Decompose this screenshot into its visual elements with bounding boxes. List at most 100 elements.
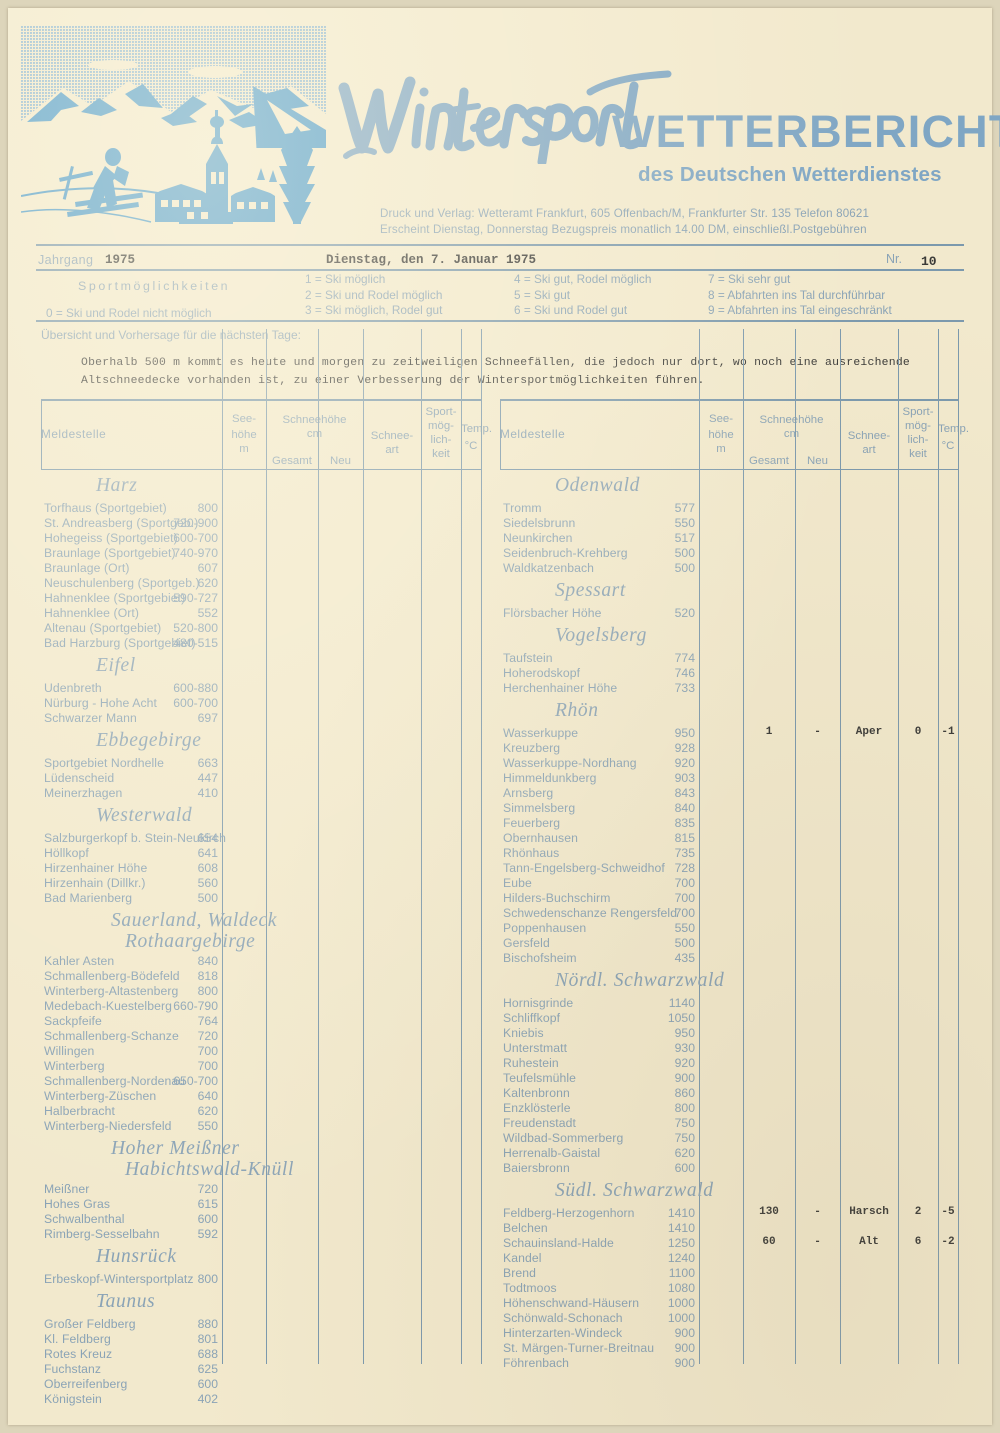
region-heading: Sauerland, Waldeck Rothaargebirge	[111, 910, 278, 952]
station-name: Hilders-Buchschirm	[503, 891, 611, 905]
table-row: Schönwald-Schonach 1000	[500, 1311, 958, 1326]
station-name: Rotes Kreuz	[44, 1347, 113, 1361]
station-name: Hahnenklee (Sportgebiet)	[44, 591, 186, 605]
station-altitude: 728	[674, 861, 695, 875]
table-row: Altenau (Sportgebiet) 520-800	[41, 621, 481, 636]
table-row: Großer Feldberg 880	[41, 1317, 481, 1332]
table-row: Siedelsbrunn 550	[500, 516, 958, 531]
station-name: Torfhaus (Sportgebiet)	[44, 501, 167, 515]
table-row: Hoherodskopf 746	[500, 666, 958, 681]
table-row: Belchen 1410	[500, 1221, 958, 1236]
station-name: Wildbad-Sommerberg	[503, 1131, 624, 1145]
column-header-gesamt: Gesamt	[749, 455, 789, 467]
station-name: Belchen	[503, 1221, 548, 1235]
station-altitude: 552	[197, 606, 218, 620]
station-name: Enzklösterle	[503, 1101, 571, 1115]
table-row: Halberbracht 620	[41, 1104, 481, 1119]
station-name: Meißner	[44, 1182, 90, 1196]
station-altitude: 1080	[667, 1281, 695, 1295]
station-name: Kandel	[503, 1251, 542, 1265]
station-name: Schönwald-Schonach	[503, 1311, 623, 1325]
station-name: Rimberg-Sesselbahn	[44, 1227, 160, 1241]
table-row: Wildbad-Sommerberg 750	[500, 1131, 958, 1146]
imprint-line-1: Druck und Verlag: Wetteramt Frankfurt, 6…	[380, 207, 870, 220]
region-heading: Spessart	[555, 580, 626, 601]
forecast-text: Oberhalb 500 m kommt es heute und morgen…	[81, 357, 911, 387]
table-row: Feldberg-Herzogenhorn 1410 130 - Harsch 2 -5	[500, 1206, 958, 1221]
region-heading: Odenwald	[555, 475, 640, 496]
station-altitude: 600-700	[173, 696, 218, 710]
table-row: Neuschulenberg (Sportgeb.) 620	[41, 576, 481, 591]
temperature: -1	[941, 726, 955, 738]
station-altitude: 800	[197, 984, 218, 998]
document-sheet: WETTERBERICHT des Deutschen Wetterdienst…	[8, 8, 1000, 1425]
station-altitude: 550	[674, 516, 695, 530]
jahrgang-label: Jahrgang	[38, 253, 94, 267]
station-name: Kreuzberg	[503, 741, 561, 755]
station-altitude: 900	[674, 1341, 695, 1355]
table-row: Schliffkopf 1050	[500, 1011, 958, 1026]
station-name: Bischofsheim	[503, 951, 577, 965]
station-altitude: 843	[674, 786, 695, 800]
table-row: Eube 700	[500, 876, 958, 891]
table-row: Schmallenberg-Nordenau 650-700	[41, 1074, 481, 1089]
table-row: Bad Marienberg 500	[41, 891, 481, 906]
table-body: Harz Torfhaus (Sportgebiet) 800 St. Andreas…	[41, 469, 481, 1406]
station-altitude: 903	[674, 771, 695, 785]
station-altitude: 700	[674, 906, 695, 920]
table-row: Medebach-Kuestelberg 660-790	[41, 999, 481, 1014]
station-name: Halberbracht	[44, 1104, 115, 1118]
station-altitude: 835	[674, 816, 695, 830]
table-column-rule	[222, 329, 223, 1364]
station-altitude: 607	[197, 561, 218, 575]
table-header-row: Meldestelle See-höhe m Schneehöhe cm Gesamt Ne…	[500, 399, 969, 469]
table-row: Neunkirchen 517	[500, 531, 958, 546]
imprint-line-2: Erscheint Dienstag, Donnerstag Bezugspre…	[380, 223, 867, 236]
table-row: Hilders-Buchschirm 700	[500, 891, 958, 906]
table-row: Teufelsmühle 900	[500, 1071, 958, 1086]
station-name: Teufelsmühle	[503, 1071, 577, 1085]
snow-report-table-left: Meldestelle See-höhe m Schneehöhe cm Gesamt Ne…	[41, 329, 492, 1406]
region-heading: Hoher Meißner Habichtswald-Knüll	[111, 1138, 294, 1180]
station-name: Sackpfeife	[44, 1014, 102, 1028]
table-row: Taufstein 774	[500, 651, 958, 666]
table-row: Ruhestein 920	[500, 1056, 958, 1071]
table-row: Fuchstanz 625	[41, 1362, 481, 1377]
table-column-rule	[421, 329, 422, 1364]
station-altitude: 1000	[667, 1311, 695, 1325]
column-header-sportmoeglichkeit: Sport-mög-lich-keit	[425, 406, 457, 460]
station-altitude: 700	[197, 1044, 218, 1058]
snow-total: 1	[765, 726, 773, 738]
station-name: Feuerberg	[503, 816, 561, 830]
region-heading: Eifel	[96, 655, 136, 676]
station-altitude: 720-900	[173, 516, 218, 530]
station-altitude: 1050	[667, 1011, 695, 1025]
station-name: Poppenhausen	[503, 921, 587, 935]
station-altitude: 435	[674, 951, 695, 965]
station-altitude: 1250	[667, 1236, 695, 1250]
station-name: Winterberg	[44, 1059, 105, 1073]
winter-ski-village-scene-illustration	[21, 26, 326, 224]
station-name: Herchenhainer Höhe	[503, 681, 618, 695]
station-altitude: 480-515	[173, 636, 218, 650]
station-altitude: 740-970	[173, 546, 218, 560]
table-row: Lüdenscheid 447	[41, 771, 481, 786]
table-row: Föhrenbach 900	[500, 1356, 958, 1371]
station-altitude: 500	[674, 561, 695, 575]
column-header-neu: Neu	[330, 455, 351, 467]
station-name: Neuschulenberg (Sportgeb.)	[44, 576, 200, 590]
region-heading: Vogelsberg	[555, 625, 647, 646]
snow-type: Harsch	[849, 1206, 889, 1218]
station-name: Hohegeiss (Sportgebiet)	[44, 531, 178, 545]
table-row: Meinerzhagen 410	[41, 786, 481, 801]
wintersport-script-logo	[338, 52, 672, 164]
temperature: -5	[941, 1206, 955, 1218]
snow-total: 130	[759, 1206, 779, 1218]
station-altitude: 1140	[668, 996, 695, 1010]
station-name: Braunlage (Sportgebiet)	[44, 546, 176, 560]
station-altitude: 746	[674, 666, 695, 680]
station-altitude: 608	[197, 861, 218, 875]
legend-column-1: 1 = Ski möglich 2 = Ski und Rodel möglic…	[305, 272, 442, 319]
table-row: Arnsberg 843	[500, 786, 958, 801]
legend-item: 7 = Ski sehr gut	[708, 272, 791, 286]
